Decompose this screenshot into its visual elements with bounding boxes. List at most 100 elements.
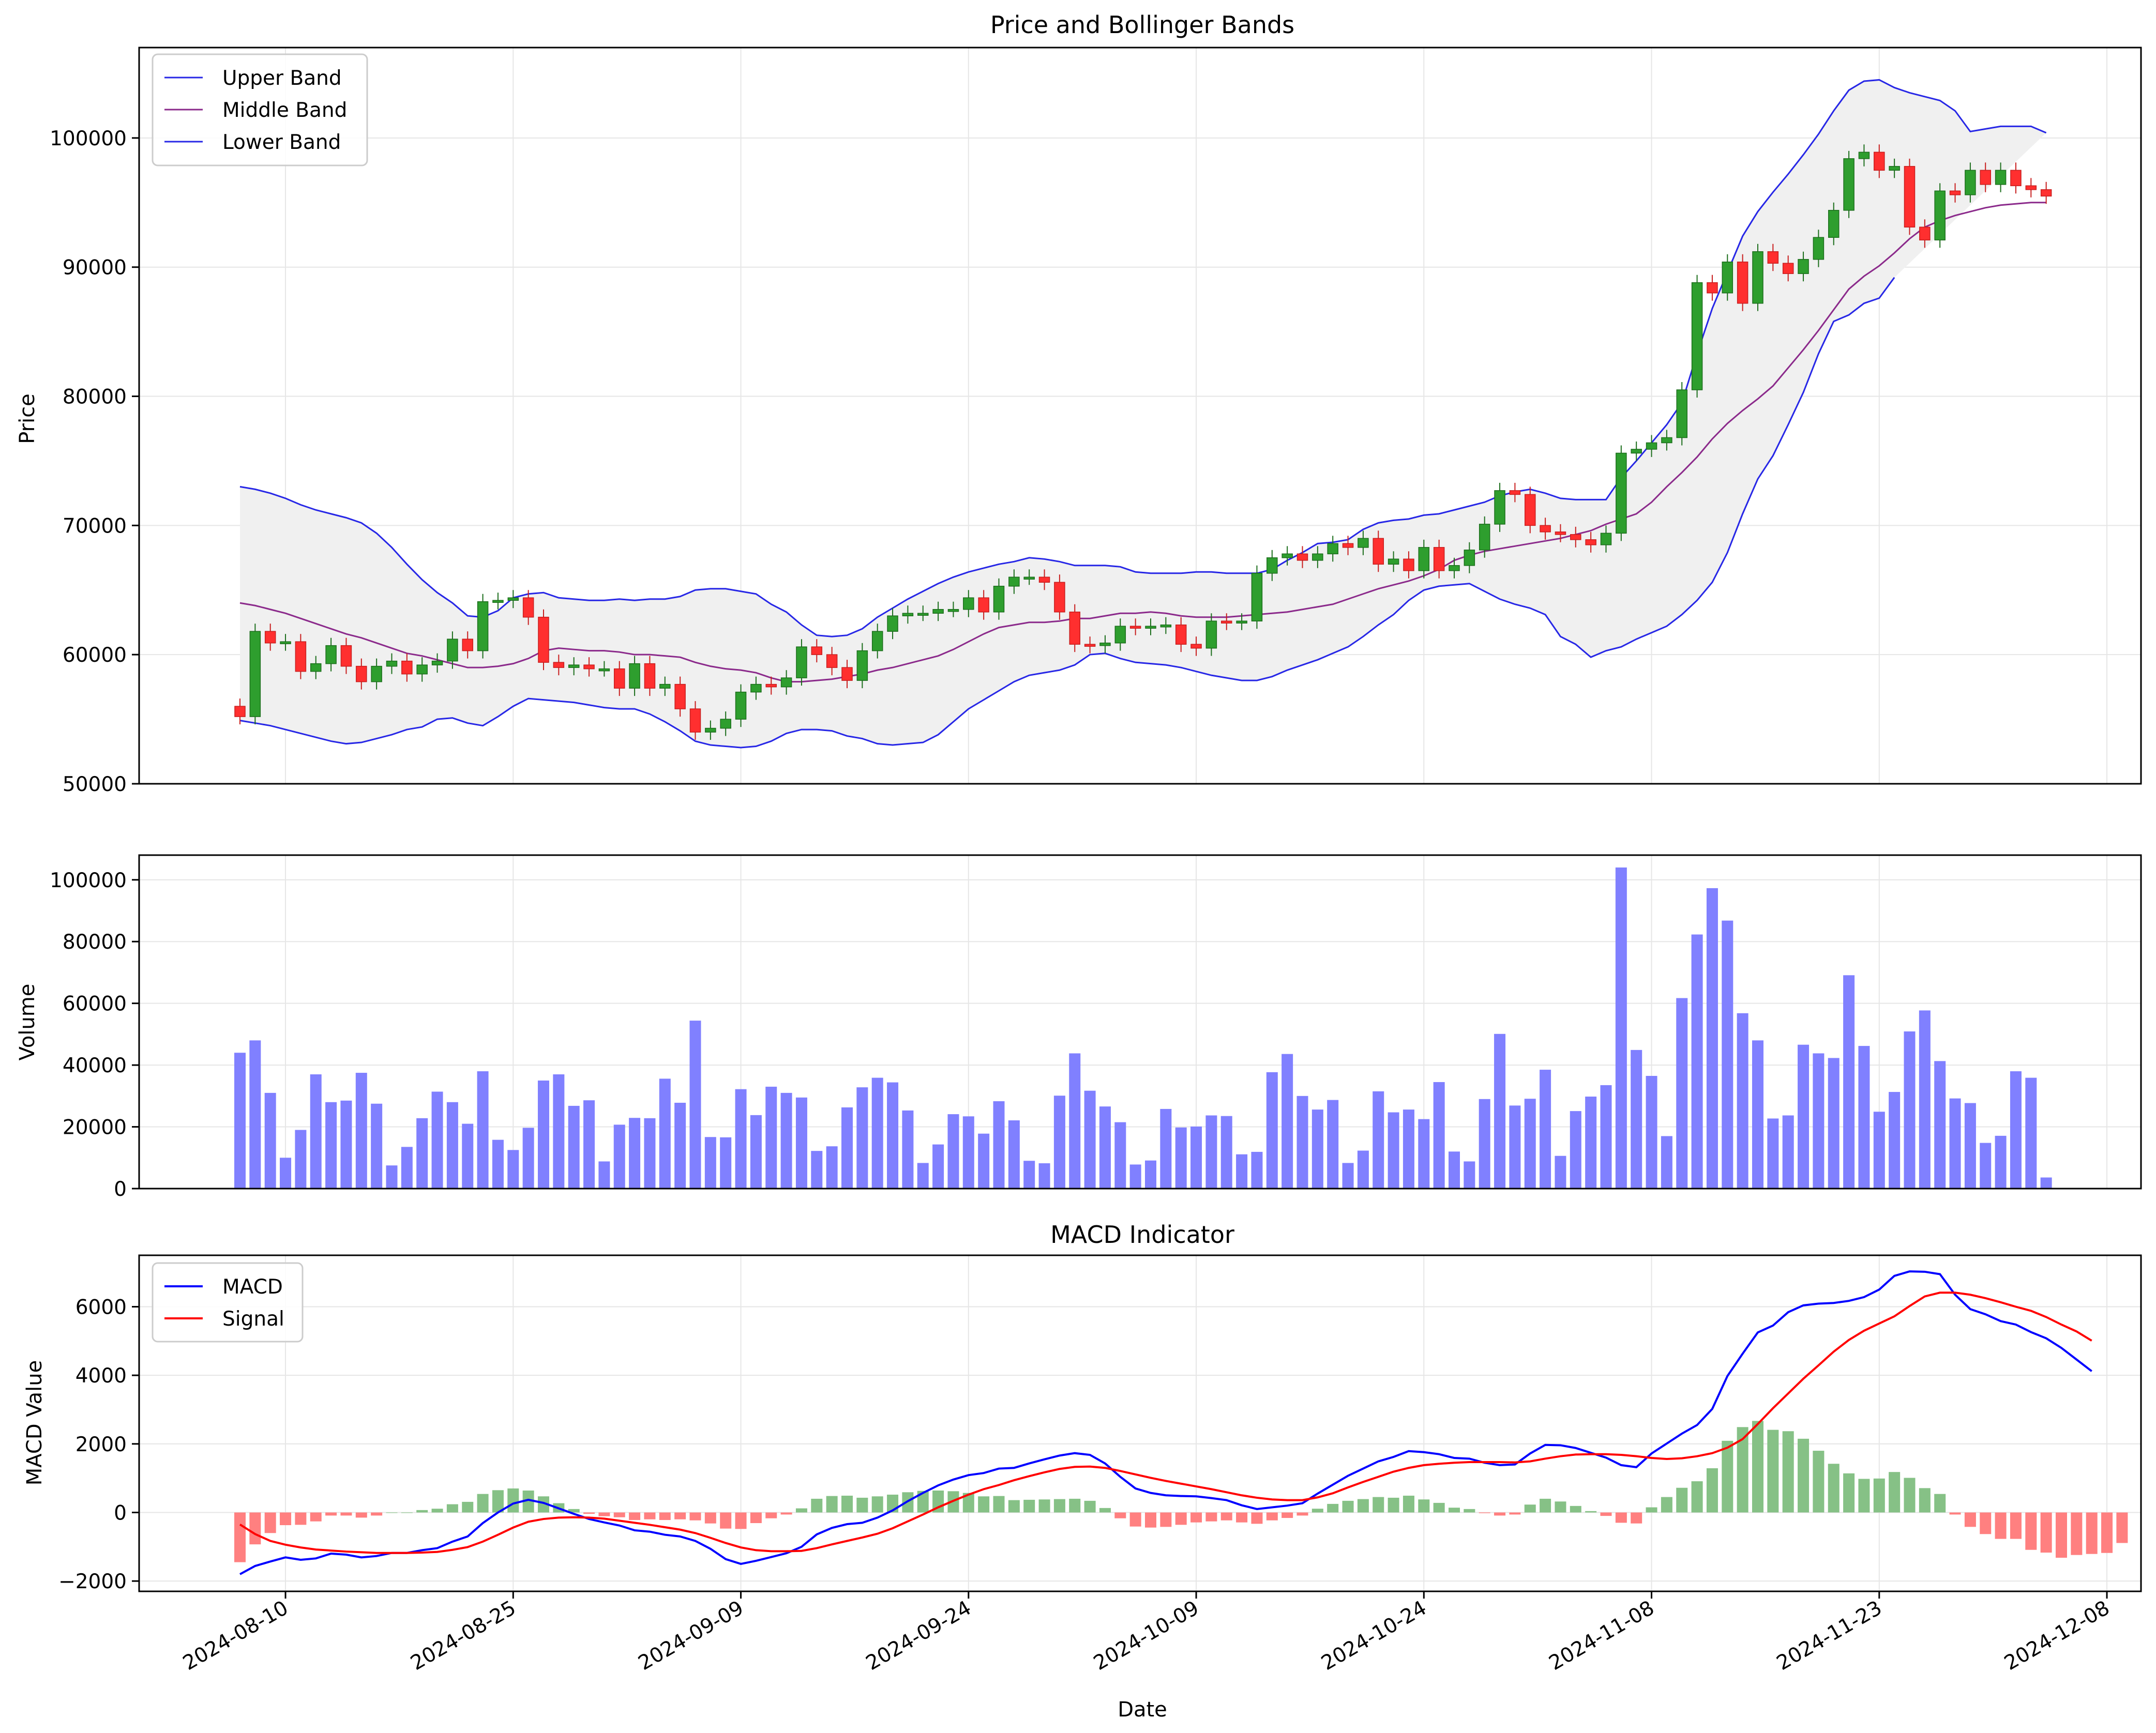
macd-signal-lines: [239, 1270, 2092, 1575]
candle-body-down: [1737, 261, 1748, 304]
volume-bar: [401, 1147, 413, 1189]
candle-body-down: [1509, 490, 1521, 495]
candle-body-up: [1752, 251, 1763, 304]
candle: [1099, 635, 1111, 653]
volume-bar: [1099, 1106, 1111, 1189]
histogram-bar-positive: [1798, 1438, 1810, 1513]
candle: [1661, 430, 1672, 451]
candle: [1084, 636, 1096, 653]
histogram-bar-negative: [613, 1512, 625, 1517]
volume-bar: [1479, 1099, 1490, 1189]
candle: [295, 634, 307, 679]
histogram-bar-negative: [325, 1512, 337, 1516]
volume-bar: [1843, 975, 1855, 1189]
candle-body-down: [2025, 185, 2037, 190]
histogram-bar-positive: [538, 1496, 549, 1513]
volume-bar: [1980, 1143, 1992, 1189]
volume-bar: [568, 1105, 580, 1189]
candle: [1114, 618, 1126, 651]
volume-bar: [1433, 1082, 1445, 1189]
volume-bar: [1190, 1126, 1202, 1189]
candle-body-down: [841, 667, 853, 681]
candle-body-down: [538, 616, 549, 663]
histogram-bar-negative: [704, 1512, 716, 1524]
histogram-bar-negative: [1494, 1512, 1506, 1516]
volume-bar: [1964, 1103, 1976, 1189]
volume-bar: [1418, 1119, 1430, 1189]
price-panel: Price and Bollinger Bands 50000 60000 7000…: [16, 11, 2142, 796]
volume-bar: [1919, 1010, 1931, 1189]
macd-legend: MACD Signal: [152, 1262, 304, 1343]
volume-bar: [583, 1100, 595, 1189]
histogram-bar-negative: [780, 1512, 792, 1515]
volume-bar: [1449, 1151, 1460, 1189]
histogram-bar-negative: [234, 1512, 246, 1562]
candle-body-up: [902, 613, 914, 616]
histogram-bar-negative: [2040, 1512, 2052, 1553]
volume-bar: [2025, 1077, 2037, 1189]
macd-y-tick-label: 2000: [76, 1433, 127, 1456]
candle-body-up: [1600, 533, 1612, 545]
histogram-bar-positive: [993, 1496, 1005, 1513]
candle: [1205, 613, 1217, 656]
candle: [1585, 531, 1596, 553]
volume-bar: [1357, 1150, 1369, 1189]
candle-body-down: [811, 646, 823, 655]
bollinger-band-fill: [240, 80, 2046, 748]
legend-label-middle-band: Middle Band: [222, 99, 347, 122]
volume-bar: [355, 1073, 367, 1189]
candle-body-down: [1175, 624, 1187, 645]
candle: [856, 643, 868, 689]
histogram-bar-negative: [1160, 1512, 1172, 1527]
candle: [811, 639, 823, 663]
volume-bar: [613, 1124, 625, 1189]
candle: [553, 655, 565, 676]
volume-bar: [522, 1128, 534, 1189]
candle-body-up: [856, 650, 868, 681]
histogram-bar-negative: [264, 1512, 276, 1533]
candle-body-down: [674, 683, 686, 709]
volume-bar: [1069, 1053, 1081, 1189]
candle: [325, 637, 337, 672]
volume-bar: [1615, 867, 1627, 1189]
candle-body-up: [1843, 158, 1855, 211]
candle: [780, 670, 792, 695]
volume-bar: [1570, 1111, 1581, 1189]
candle-body-up: [1236, 620, 1247, 624]
histogram-bar-negative: [583, 1512, 595, 1514]
candle: [340, 637, 352, 674]
histogram-bar-negative: [1949, 1512, 1961, 1515]
volume-bar: [811, 1151, 823, 1189]
volume-bar: [371, 1103, 383, 1189]
volume-bar: [1464, 1161, 1475, 1189]
candle: [1737, 254, 1748, 311]
candle: [705, 720, 716, 740]
candle: [1388, 551, 1399, 572]
candle-body-up: [1828, 210, 1840, 238]
candle: [2040, 181, 2052, 204]
volume-bar: [1889, 1092, 1901, 1189]
histogram-bar-positive: [1889, 1472, 1901, 1513]
candle: [1464, 542, 1475, 573]
candle: [1403, 551, 1414, 579]
candle-body-down: [1054, 582, 1065, 613]
candle: [1949, 183, 1961, 203]
histogram-bar-negative: [644, 1512, 656, 1519]
candle: [887, 608, 898, 640]
candle: [1373, 530, 1384, 572]
candle: [614, 661, 625, 696]
candle: [917, 605, 929, 621]
candle: [264, 624, 276, 651]
candle: [765, 676, 777, 695]
macd-line: [239, 1270, 2092, 1575]
histogram-bar-positive: [1008, 1500, 1020, 1513]
volume-bar: [962, 1116, 974, 1189]
histogram-bar-negative: [1479, 1512, 1490, 1513]
volume-bar: [1220, 1116, 1232, 1189]
candle: [1691, 275, 1703, 398]
volume-bar: [1038, 1163, 1050, 1189]
candle: [1267, 550, 1278, 581]
price-legend: Upper Band Middle Band Lower Band: [152, 53, 368, 166]
macd-legend-box: [152, 1262, 304, 1343]
volume-bar: [1631, 1050, 1642, 1189]
